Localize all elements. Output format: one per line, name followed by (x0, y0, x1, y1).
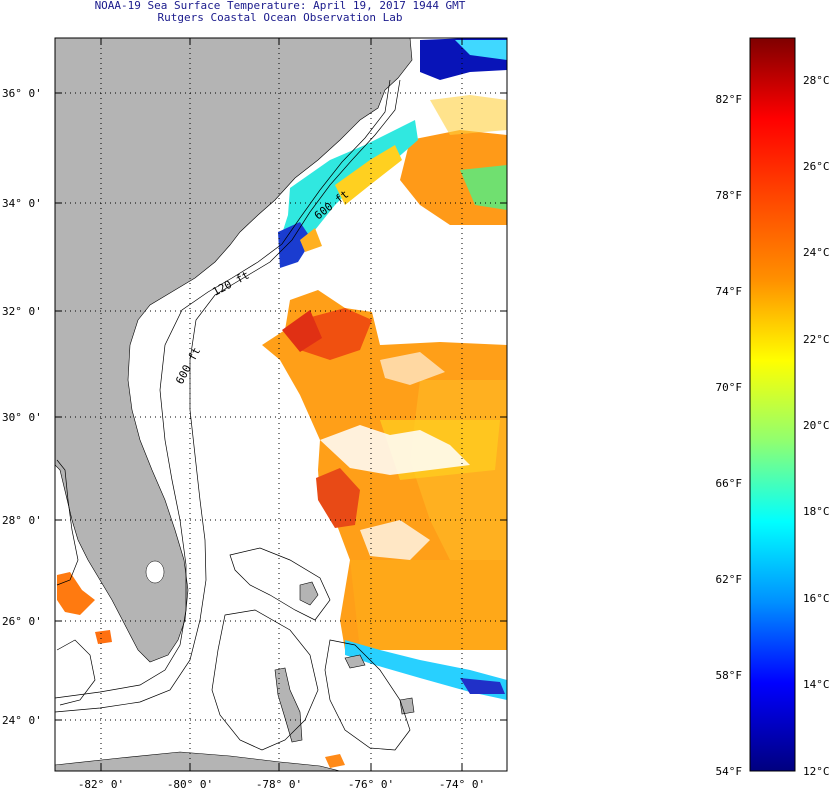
lat-label: 28° 0' (2, 514, 42, 527)
map-ticks (55, 38, 507, 771)
colorbar-label-f: 54°F (716, 765, 743, 778)
land-cuba (55, 751, 341, 771)
colorbar-fahrenheit-labels: 82°F 78°F 74°F 70°F 66°F 62°F 58°F 54°F (716, 93, 743, 778)
colorbar-label-f: 66°F (716, 477, 743, 490)
lake-okeechobee (145, 560, 165, 584)
lat-label: 34° 0' (2, 197, 42, 210)
colorbar-label-c: 12°C (803, 765, 830, 778)
colorbar-label-c: 26°C (803, 160, 830, 173)
colorbar-label-c: 24°C (803, 246, 830, 259)
colorbar-label-c: 20°C (803, 419, 830, 432)
colorbar-label-f: 62°F (716, 573, 743, 586)
colorbar-label-c: 28°C (803, 74, 830, 87)
latitude-labels: 36° 0' 34° 0' 32° 0' 30° 0' 28° 0' 26° 0… (2, 87, 42, 727)
colorbar-label-c: 14°C (803, 678, 830, 691)
map-plot-area: 120 ft 600 ft 600 ft (55, 38, 507, 771)
colorbar-label-f: 78°F (716, 189, 743, 202)
land-bahamas (274, 581, 415, 743)
lon-label: -74° 0' (439, 778, 485, 791)
colorbar-label-f: 70°F (716, 381, 743, 394)
colorbar-label-c: 16°C (803, 592, 830, 605)
lat-label: 24° 0' (2, 714, 42, 727)
land-mainland (55, 38, 413, 663)
colorbar-label-c: 18°C (803, 505, 830, 518)
lon-label: -76° 0' (348, 778, 394, 791)
map-title: NOAA-19 Sea Surface Temperature: April 1… (94, 0, 466, 12)
colorbar-label-c: 22°C (803, 333, 830, 346)
colorbar-label-f: 74°F (716, 285, 743, 298)
lat-label: 26° 0' (2, 615, 42, 628)
map-subtitle: Rutgers Coastal Ocean Observation Lab (157, 11, 403, 24)
colorbar (749, 37, 796, 772)
colorbar-celsius-labels: 28°C 26°C 24°C 22°C 20°C 18°C 16°C 14°C … (803, 74, 830, 778)
bathymetry-contours (55, 79, 411, 751)
colorbar-label-f: 82°F (716, 93, 743, 106)
sst-field (57, 38, 507, 768)
lat-label: 32° 0' (2, 305, 42, 318)
longitude-labels: -82° 0' -80° 0' -78° 0' -76° 0' -74° 0' (78, 778, 485, 791)
lat-label: 30° 0' (2, 411, 42, 424)
map-frame (54, 37, 508, 772)
graticule (55, 38, 507, 771)
lon-label: -78° 0' (256, 778, 302, 791)
lon-label: -80° 0' (167, 778, 213, 791)
lon-label: -82° 0' (78, 778, 124, 791)
lat-label: 36° 0' (2, 87, 42, 100)
colorbar-label-f: 58°F (716, 669, 743, 682)
